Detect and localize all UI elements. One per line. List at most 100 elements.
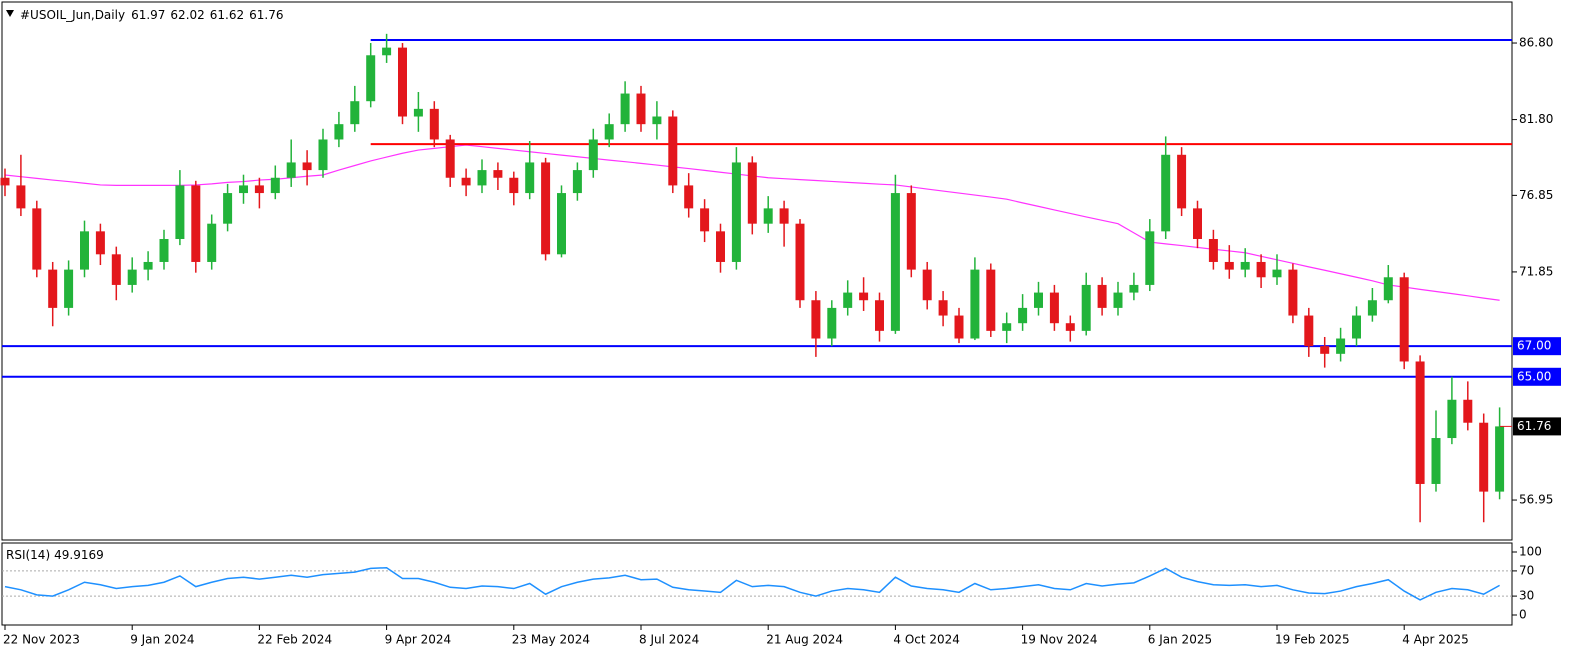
candle-body xyxy=(382,47,392,56)
candle-body xyxy=(1336,338,1346,354)
rsi-tick-label: 0 xyxy=(1519,608,1527,622)
candle-body xyxy=(1034,292,1043,308)
candle-body xyxy=(254,185,264,194)
rsi-tick-label: 100 xyxy=(1519,545,1542,559)
y-tick-label: 81.80 xyxy=(1519,112,1553,126)
candle-body xyxy=(1272,269,1282,278)
candle-body xyxy=(143,261,153,270)
candle-body xyxy=(1177,154,1187,209)
collapse-arrow xyxy=(6,10,14,17)
candle-body xyxy=(843,292,853,308)
last-price-label: 61.76 xyxy=(1517,419,1551,433)
candle-body xyxy=(175,185,185,239)
candle-body xyxy=(700,208,710,232)
candle-body xyxy=(572,170,582,194)
candle-body xyxy=(318,139,328,171)
candle-body xyxy=(445,139,455,178)
x-tick-label: 19 Nov 2024 xyxy=(1021,633,1098,647)
candle-body xyxy=(525,162,535,194)
rsi-line xyxy=(4,566,1500,601)
x-tick-label: 6 Jan 2025 xyxy=(1148,633,1212,647)
candle-body xyxy=(970,269,980,339)
candle-body xyxy=(159,238,169,262)
candle-body xyxy=(1049,292,1059,324)
x-tick-label: 8 Jul 2024 xyxy=(639,633,699,647)
candle-body xyxy=(95,231,105,255)
candle-body xyxy=(1256,261,1266,278)
candle-body xyxy=(461,177,471,186)
open-value: 61.97 xyxy=(131,8,165,22)
candle-body xyxy=(223,193,233,224)
y-tick-label: 56.95 xyxy=(1519,493,1553,507)
candle-body xyxy=(16,185,26,209)
candle-body xyxy=(763,208,773,224)
x-tick-label: 4 Apr 2025 xyxy=(1402,633,1469,647)
candle-body xyxy=(541,162,551,255)
candle-body xyxy=(48,269,58,308)
candle-body xyxy=(811,300,821,339)
candle-body xyxy=(954,315,964,339)
candle-body xyxy=(1415,361,1425,484)
candle-body xyxy=(191,185,201,262)
rsi-tick-label: 70 xyxy=(1519,563,1534,577)
candle-body xyxy=(795,223,805,301)
candle-body xyxy=(604,124,614,140)
candle-body xyxy=(207,223,217,262)
candle-body xyxy=(1208,238,1218,262)
x-tick-label: 23 May 2024 xyxy=(512,633,590,647)
x-tick-label: 19 Feb 2025 xyxy=(1275,633,1350,647)
x-tick-label: 9 Jan 2024 xyxy=(130,633,194,647)
candle-body xyxy=(1288,269,1298,316)
candle-body xyxy=(652,116,662,125)
candle-body xyxy=(684,185,694,209)
candle-body xyxy=(127,269,137,285)
rsi-current: 49.9169 xyxy=(54,548,104,562)
candle-body xyxy=(286,162,296,178)
candle-body xyxy=(398,47,407,117)
candle-body xyxy=(779,208,789,224)
y-tick-label: 86.80 xyxy=(1519,36,1553,50)
level-label: 67.00 xyxy=(1517,339,1551,353)
candle-body xyxy=(1447,399,1457,439)
level-label-box xyxy=(1513,337,1561,356)
candle-body xyxy=(1145,231,1155,285)
candle-body xyxy=(111,254,121,285)
x-tick-label: 22 Feb 2024 xyxy=(257,633,332,647)
x-tick-label: 9 Apr 2024 xyxy=(385,633,452,647)
candle-body xyxy=(890,193,900,331)
candle-body xyxy=(620,93,630,125)
candle-body xyxy=(1383,277,1393,301)
last-price-box xyxy=(1513,417,1561,436)
candle-body xyxy=(668,116,678,186)
candle-body xyxy=(636,93,646,125)
candle-body xyxy=(1495,426,1505,492)
candle-body xyxy=(270,177,280,194)
candle-body xyxy=(1463,399,1473,423)
level-label-box xyxy=(1513,367,1561,386)
candle-body xyxy=(1367,300,1377,316)
candle-body xyxy=(1097,284,1107,308)
chart-header: #USOIL_Jun,Daily 61.97 62.02 61.62 61.76 xyxy=(20,8,284,22)
candle-body xyxy=(413,108,423,117)
candle-body xyxy=(827,307,837,339)
candle-body xyxy=(1018,307,1028,324)
high-value: 62.02 xyxy=(170,8,204,22)
candle-body xyxy=(1113,292,1123,308)
candle-body xyxy=(1304,315,1314,347)
candle-body xyxy=(747,162,757,224)
low-value: 61.62 xyxy=(210,8,244,22)
candle-body xyxy=(1193,208,1202,239)
close-value: 61.76 xyxy=(249,8,283,22)
candle-body xyxy=(1161,154,1171,232)
candle-body xyxy=(477,170,487,186)
candle-body xyxy=(334,124,344,140)
candle-body xyxy=(557,193,566,255)
candle-body xyxy=(32,208,42,270)
candle-body xyxy=(509,177,519,194)
candle-body xyxy=(1224,261,1234,270)
level-label: 65.00 xyxy=(1517,369,1551,383)
candle-body xyxy=(1002,323,1012,331)
rsi-name: RSI(14) xyxy=(6,548,50,562)
candle-body xyxy=(1065,323,1075,331)
